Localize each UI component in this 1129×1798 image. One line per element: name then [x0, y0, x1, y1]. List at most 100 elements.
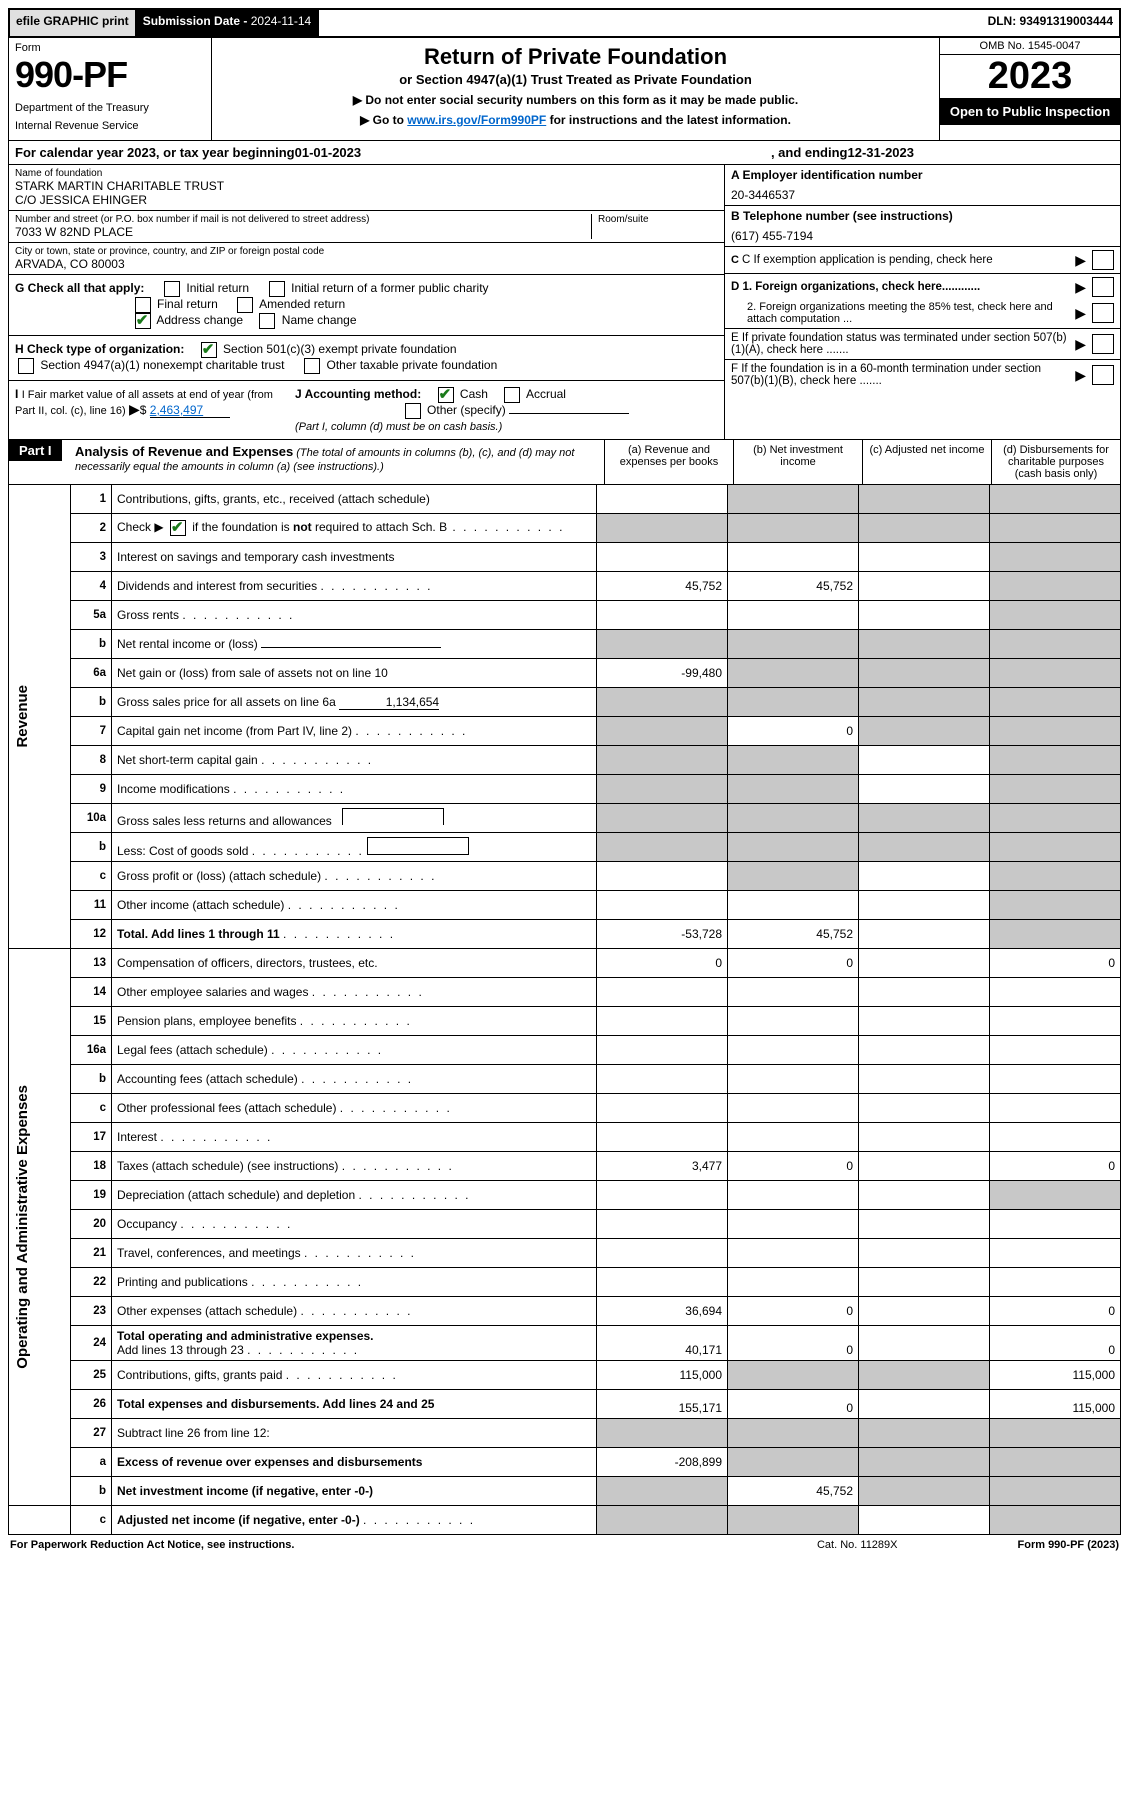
line-5b: b Net rental income or (loss): [9, 630, 1121, 659]
line-25-desc: Contributions, gifts, grants paid: [112, 1361, 597, 1390]
line-12-b: 45,752: [728, 920, 859, 949]
line-8-desc: Net short-term capital gain: [112, 746, 597, 775]
city-cell: City or town, state or province, country…: [9, 243, 724, 275]
line-1-num: 1: [71, 485, 112, 514]
checkbox-c[interactable]: [1092, 250, 1114, 270]
line-21-desc: Travel, conferences, and meetings: [112, 1239, 597, 1268]
c-label: C If exemption application is pending, c…: [742, 254, 1075, 266]
top-bar: efile GRAPHIC print Submission Date - 20…: [8, 8, 1121, 38]
line-27-num: 27: [71, 1419, 112, 1448]
line-12: 12 Total. Add lines 1 through 11 -53,728…: [9, 920, 1121, 949]
line-18: 18 Taxes (attach schedule) (see instruct…: [9, 1152, 1121, 1181]
foundation-co: C/O JESSICA EHINGER: [15, 193, 718, 207]
header-center: Return of Private Foundation or Section …: [212, 38, 939, 140]
page-footer: For Paperwork Reduction Act Notice, see …: [8, 1535, 1121, 1555]
line-16b-num: b: [71, 1065, 112, 1094]
line-23-b: 0: [728, 1297, 859, 1326]
e-label: E If private foundation status was termi…: [731, 332, 1075, 356]
g-label: G Check all that apply:: [15, 281, 144, 295]
identity-right: A Employer identification number 20-3446…: [724, 165, 1120, 439]
line-3-num: 3: [71, 543, 112, 572]
line-2: 2 Check ▶ if the foundation is not requi…: [9, 514, 1121, 543]
submission-date-label: Submission Date - 2024-11-14: [137, 10, 320, 36]
line-4-b: 45,752: [728, 572, 859, 601]
tax-year: 2023: [940, 55, 1120, 98]
line-17: 17 Interest: [9, 1123, 1121, 1152]
checkbox-name-change[interactable]: [259, 313, 275, 329]
line-6a-desc: Net gain or (loss) from sale of assets n…: [112, 659, 597, 688]
calyear-end: 12-31-2023: [848, 145, 915, 160]
line-26-b: 0: [728, 1390, 859, 1419]
line-7-b: 0: [728, 717, 859, 746]
g-initial-former: Initial return of a former public charit…: [291, 281, 488, 295]
checkbox-cash[interactable]: [438, 387, 454, 403]
checkbox-f[interactable]: [1092, 365, 1114, 385]
checkbox-4947[interactable]: [18, 358, 34, 374]
identity-grid: Name of foundation STARK MARTIN CHARITAB…: [8, 165, 1121, 440]
checkbox-address-change[interactable]: [135, 313, 151, 329]
line-15-num: 15: [71, 1007, 112, 1036]
line-23: 23 Other expenses (attach schedule) 36,6…: [9, 1297, 1121, 1326]
goto-line: ▶ Go to www.irs.gov/Form990PF for instru…: [220, 113, 931, 127]
address-cell: Number and street (or P.O. box number if…: [9, 211, 724, 243]
line-21: 21 Travel, conferences, and meetings: [9, 1239, 1121, 1268]
j-note: (Part I, column (d) must be on cash basi…: [295, 421, 502, 433]
part1-title: Analysis of Revenue and Expenses: [75, 444, 293, 459]
line-13-d: 0: [990, 949, 1121, 978]
line-5b-desc: Net rental income or (loss): [112, 630, 597, 659]
goto-post: for instructions and the latest informat…: [546, 113, 791, 127]
form-header: Form 990-PF Department of the Treasury I…: [8, 38, 1121, 141]
checkbox-sch-b[interactable]: [170, 520, 186, 536]
warning-line: ▶ Do not enter social security numbers o…: [220, 93, 931, 107]
checkbox-d1[interactable]: [1092, 277, 1114, 297]
i-value[interactable]: 2,463,497: [150, 403, 230, 418]
line-1-d: [990, 485, 1121, 514]
j-cash: Cash: [460, 387, 488, 401]
d1-label: D 1. Foreign organizations, check here..…: [731, 281, 1075, 293]
sub-date-label-text: Submission Date -: [143, 14, 251, 28]
form-instructions-link[interactable]: www.irs.gov/Form990PF: [407, 113, 546, 127]
checkbox-d2[interactable]: [1092, 303, 1114, 323]
line-14-num: 14: [71, 978, 112, 1007]
checkbox-accrual[interactable]: [504, 387, 520, 403]
line-27: 27 Subtract line 26 from line 12:: [9, 1419, 1121, 1448]
line-15-desc: Pension plans, employee benefits: [112, 1007, 597, 1036]
form-word: Form: [15, 42, 205, 54]
h-501c3: Section 501(c)(3) exempt private foundat…: [223, 342, 456, 356]
dln-value: DLN: 93491319003444: [982, 10, 1119, 36]
checkbox-e[interactable]: [1092, 334, 1114, 354]
line-1: Revenue 1 Contributions, gifts, grants, …: [9, 485, 1121, 514]
line-23-a: 36,694: [597, 1297, 728, 1326]
checkbox-501c3[interactable]: [201, 342, 217, 358]
g-final: Final return: [157, 297, 218, 311]
calyear-mid: , and ending: [771, 145, 848, 160]
form-title: Return of Private Foundation: [220, 44, 931, 70]
line-27b-b: 45,752: [728, 1477, 859, 1506]
line-14: 14 Other employee salaries and wages: [9, 978, 1121, 1007]
line-18-num: 18: [71, 1152, 112, 1181]
line-16a-desc: Legal fees (attach schedule): [112, 1036, 597, 1065]
line-20: 20 Occupancy: [9, 1210, 1121, 1239]
line-20-desc: Occupancy: [112, 1210, 597, 1239]
checkbox-amended-return[interactable]: [237, 297, 253, 313]
identity-left: Name of foundation STARK MARTIN CHARITAB…: [9, 165, 724, 439]
checkbox-initial-former[interactable]: [269, 281, 285, 297]
line-10a-num: 10a: [71, 804, 112, 833]
line-18-desc: Taxes (attach schedule) (see instruction…: [112, 1152, 597, 1181]
line-9-num: 9: [71, 775, 112, 804]
line-23-desc: Other expenses (attach schedule): [112, 1297, 597, 1326]
efile-button[interactable]: efile GRAPHIC print: [10, 10, 137, 36]
line-1-c: [859, 485, 990, 514]
line-21-num: 21: [71, 1239, 112, 1268]
f-cell: F If the foundation is in a 60-month ter…: [725, 360, 1120, 390]
line-18-b: 0: [728, 1152, 859, 1181]
line-27a-a: -208,899: [597, 1448, 728, 1477]
line-27-desc: Subtract line 26 from line 12:: [112, 1419, 597, 1448]
line-13-num: 13: [71, 949, 112, 978]
line-3-desc: Interest on savings and temporary cash i…: [112, 543, 597, 572]
checkbox-other-method[interactable]: [405, 403, 421, 419]
checkbox-other-taxable[interactable]: [304, 358, 320, 374]
g-name: Name change: [282, 313, 357, 327]
line-4: 4 Dividends and interest from securities…: [9, 572, 1121, 601]
checkbox-initial-return[interactable]: [164, 281, 180, 297]
